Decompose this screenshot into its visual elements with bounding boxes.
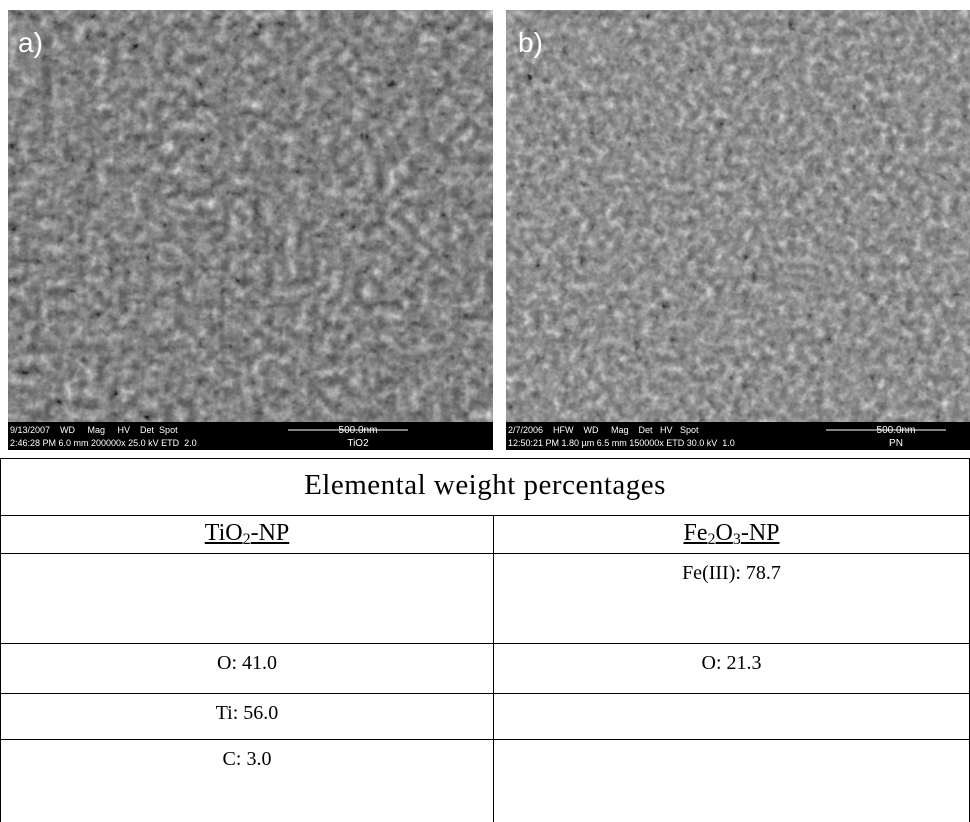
table-cell: O: 41.0 — [1, 644, 494, 694]
info-text: 12:50:21 PM 1.80 µm 6.5 mm 150000x ETD 3… — [508, 438, 735, 448]
sem-image: a) 9/13/2007 WD Mag HV Det Spot 2:46:28 … — [8, 10, 493, 450]
table-cell: O: 21.3 — [494, 644, 970, 694]
table-cell: Ti: 56.0 — [1, 694, 494, 740]
table-cell — [494, 694, 970, 740]
info-text: 2:46:28 PM 6.0 mm 200000x 25.0 kV ETD 2.… — [10, 438, 197, 448]
scale-text: 500.0nm — [877, 425, 916, 436]
subscript: 2 — [243, 531, 251, 548]
subscript: 3 — [733, 531, 741, 548]
table-cell: Fe(III): 78.7 — [494, 554, 970, 644]
sample-text: TiO2 — [347, 438, 369, 449]
table-row: Ti: 56.0 — [1, 694, 970, 740]
table-row: Fe(III): 78.7 — [1, 554, 970, 644]
header-text: -NP — [251, 520, 290, 546]
info-text: 9/13/2007 WD Mag HV Det Spot — [10, 425, 178, 435]
info-text: 2/7/2006 HFW WD Mag Det HV Spot — [508, 425, 699, 435]
sem-image: b) 2/7/2006 HFW WD Mag Det HV Spot 12:50… — [506, 10, 970, 450]
scale-text: 500.0nm — [339, 425, 378, 436]
panel-label: a) — [18, 27, 43, 58]
image-texture — [506, 10, 970, 422]
table-cell: C: 3.0 — [1, 740, 494, 822]
table-cell — [1, 554, 494, 644]
column-header: Fe2O3-NP — [494, 516, 970, 554]
table-title: Elemental weight percentages — [1, 459, 970, 516]
sample-text: PN — [889, 438, 903, 449]
column-header: TiO2-NP — [1, 516, 494, 554]
table-row: C: 3.0 — [1, 740, 970, 822]
header-text: Fe — [683, 520, 707, 546]
header-text: TiO — [205, 520, 243, 546]
header-text: O — [715, 520, 732, 546]
page: a) 9/13/2007 WD Mag HV Det Spot 2:46:28 … — [0, 0, 970, 822]
table-cell — [494, 740, 970, 822]
panel-label: b) — [518, 27, 543, 58]
header-text: -NP — [741, 520, 780, 546]
image-texture — [8, 10, 493, 422]
table-title-row: Elemental weight percentages — [1, 459, 970, 516]
